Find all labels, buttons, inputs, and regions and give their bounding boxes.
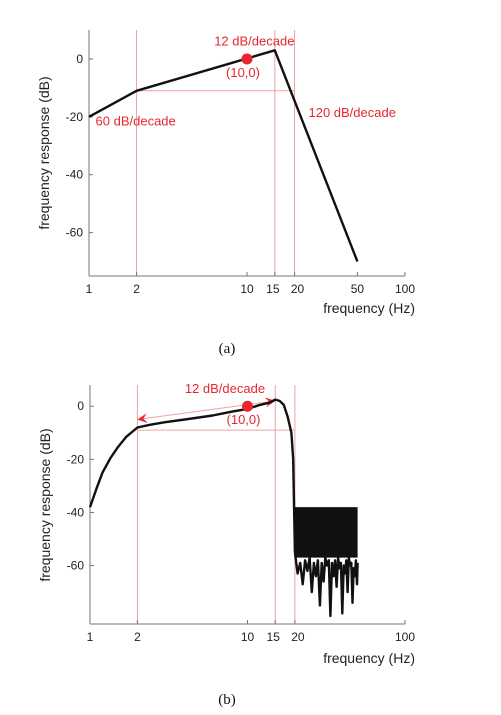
x-ticks-b: 1 2 10 15 20 100 [87, 620, 415, 644]
marker-b: (10,0) [227, 400, 261, 427]
caption-b: (b) [218, 692, 236, 708]
x-axis-label-a: frequency (Hz) [323, 300, 415, 316]
x-axis-label-b: frequency (Hz) [323, 650, 415, 666]
y-tick-label: -40 [66, 168, 84, 182]
y-tick-label: -20 [67, 452, 85, 466]
x-tick-label: 10 [240, 282, 254, 296]
slope-arrowhead-left [137, 413, 148, 424]
series-b [88, 398, 359, 618]
chart-b: 0 -20 -40 -60 1 2 10 15 20 100 (10,0) 12 dB/deca… [37, 381, 415, 708]
stopband-ripple-band [294, 507, 358, 558]
x-tick-label: 2 [134, 630, 141, 644]
y-axis-label-b: frequency response (dB) [37, 428, 53, 581]
x-tick-label: 50 [351, 282, 365, 296]
guides-a [136, 30, 296, 276]
caption-a: (a) [219, 341, 236, 357]
slope-annotation-0: 12 dB/decade [185, 381, 265, 396]
y-tick-label: -60 [67, 559, 85, 573]
y-tick-label: 0 [77, 399, 84, 413]
series-line-1 [293, 552, 359, 618]
y-tick-label: 0 [76, 52, 83, 66]
marker-a: (10,0) [226, 53, 260, 80]
x-tick-label: 15 [266, 282, 280, 296]
x-tick-label: 20 [291, 630, 305, 644]
x-tick-label: 1 [87, 630, 94, 644]
series-a [88, 49, 359, 262]
slope-annotation-0: 12 dB/decade [214, 34, 294, 49]
transition-edge [291, 459, 297, 553]
series-line-0 [88, 49, 359, 262]
y-tick-label: -60 [66, 226, 84, 240]
y-ticks-b: 0 -20 -40 -60 [67, 399, 94, 573]
x-tick-label: 20 [291, 282, 305, 296]
marker-label: (10,0) [227, 412, 261, 427]
series-line-0 [88, 398, 295, 508]
marker-point [241, 53, 253, 65]
x-tick-label: 2 [133, 282, 140, 296]
x-tick-label: 100 [395, 630, 415, 644]
marker-label: (10,0) [226, 65, 260, 80]
annotations-a: 12 dB/decade 60 dB/decade 120 dB/decade [96, 34, 396, 129]
chart-a: 0 -20 -40 -60 1 2 10 15 20 50 100 (10,0) 12 dB/de… [36, 30, 415, 357]
slope-annotation-2: 120 dB/decade [308, 105, 395, 120]
x-tick-label: 1 [86, 282, 93, 296]
annotations-b: 12 dB/decade [185, 381, 265, 396]
slope-annotation-1: 60 dB/decade [96, 114, 176, 129]
x-tick-label: 10 [241, 630, 255, 644]
marker-point [242, 400, 253, 412]
y-tick-label: -40 [67, 505, 85, 519]
guides-b [136, 385, 296, 624]
y-ticks-a: 0 -20 -40 -60 [66, 52, 93, 240]
y-axis-label-a: frequency response (dB) [36, 76, 52, 229]
x-tick-label: 15 [267, 630, 281, 644]
x-tick-label: 100 [395, 282, 415, 296]
y-tick-label: -20 [66, 110, 84, 124]
x-ticks-a: 1 2 10 15 20 50 100 [86, 272, 415, 296]
